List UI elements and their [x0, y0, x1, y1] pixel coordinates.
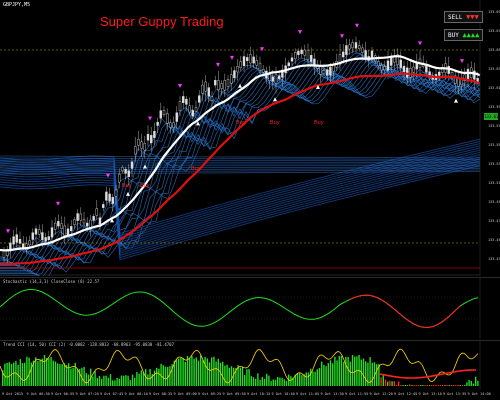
- red-moving-average: [0, 72, 481, 266]
- time-tick: 9 Oct 11:05: [296, 392, 320, 396]
- trend-cci-panel[interactable]: [0, 340, 500, 390]
- time-tick: 9 Oct 09:25: [198, 392, 222, 396]
- time-tick: 9 Oct 13:35: [443, 392, 467, 396]
- time-tick: 9 Oct 07:20: [75, 392, 99, 396]
- price-tick: 133.435: [488, 257, 500, 261]
- guppy-ribbon-bands: [0, 50, 481, 276]
- buy-signal-label: Buy: [236, 120, 246, 126]
- current-price-badge: 133.612: [484, 113, 500, 120]
- buy-label: BUY: [448, 32, 459, 39]
- price-tick: 133.635: [488, 67, 500, 71]
- time-tick: 9 Oct 10:40: [271, 392, 295, 396]
- buy-arrow-icon: ▲▲▲▲: [462, 31, 480, 39]
- time-tick: 9 Oct 13:10: [418, 392, 442, 396]
- price-tick: 133.675: [488, 29, 500, 33]
- time-tick: 9 Oct 08:35: [149, 392, 173, 396]
- sell-button[interactable]: SELL ▼▼▼: [444, 11, 483, 23]
- price-tick: 133.695: [488, 10, 500, 14]
- time-tick: 9 Oct 07:45: [100, 392, 124, 396]
- horizontal-levels: [0, 49, 480, 269]
- time-tick: 9 Oct 12:45: [394, 392, 418, 396]
- stochastic-panel[interactable]: [0, 277, 500, 339]
- signal-arrows: [6, 23, 464, 234]
- price-chart[interactable]: [0, 0, 500, 276]
- price-tick: 133.655: [488, 48, 500, 52]
- time-tick: 9 Oct 11:55: [345, 392, 369, 396]
- price-tick: 133.515: [488, 181, 500, 185]
- chart-title: Super Guppy Trading: [100, 14, 224, 29]
- price-tick: 133.575: [488, 124, 500, 128]
- time-tick: 9 Oct 09:50: [222, 392, 246, 396]
- time-tick: 9 Oct 2015: [2, 392, 24, 396]
- time-tick: 9 Oct 08:10: [124, 392, 148, 396]
- price-tick: 133.475: [488, 219, 500, 223]
- time-tick: 9 Oct 06:55: [51, 392, 75, 396]
- cci-line-yellow: [0, 348, 479, 384]
- time-tick: 9 Oct 09:00: [173, 392, 197, 396]
- price-tick: 133.555: [488, 143, 500, 147]
- sell-label: SELL: [448, 14, 463, 21]
- time-tick: 9 Oct 11:30: [320, 392, 344, 396]
- trend-cci-label: Trend CCI (14, 50) CCI (2) -0.0082 -128.…: [3, 342, 174, 347]
- buy-signal-label: Buy: [191, 166, 201, 172]
- cci-line-red: [379, 369, 476, 379]
- candlesticks: [2, 36, 479, 264]
- buy-signal-label: Buy: [122, 183, 132, 189]
- symbol-label: GBPJPY,M5: [3, 2, 31, 8]
- time-axis: 9 Oct 2015 9 Oct 06:30 9 Oct 06:55 9 Oct 07…: [0, 390, 500, 400]
- buy-signal-label: Buy: [270, 120, 280, 126]
- time-tick: 9 Oct 10:15: [247, 392, 271, 396]
- stochastic-label: Stochastic (14,3,3) CloseClose (8) 22.57: [3, 279, 100, 284]
- price-tick: 133.495: [488, 200, 500, 204]
- buy-button[interactable]: BUY ▲▲▲▲: [444, 29, 484, 41]
- time-tick: 9 Oct 14:00: [467, 392, 491, 396]
- time-tick: 9 Oct 06:30: [26, 392, 50, 396]
- price-tick: 133.595: [488, 105, 500, 109]
- white-moving-average: [0, 55, 481, 252]
- buy-signal-label: Buy: [314, 120, 324, 126]
- price-tick: 133.615: [488, 86, 500, 90]
- sell-arrow-icon: ▼▼▼: [466, 13, 479, 21]
- price-tick: 133.455: [488, 238, 500, 242]
- buy-signal-label: Buy: [140, 183, 150, 189]
- time-tick: 9 Oct 12:20: [369, 392, 393, 396]
- price-tick: 133.535: [488, 162, 500, 166]
- histogram-bars: [2, 354, 479, 386]
